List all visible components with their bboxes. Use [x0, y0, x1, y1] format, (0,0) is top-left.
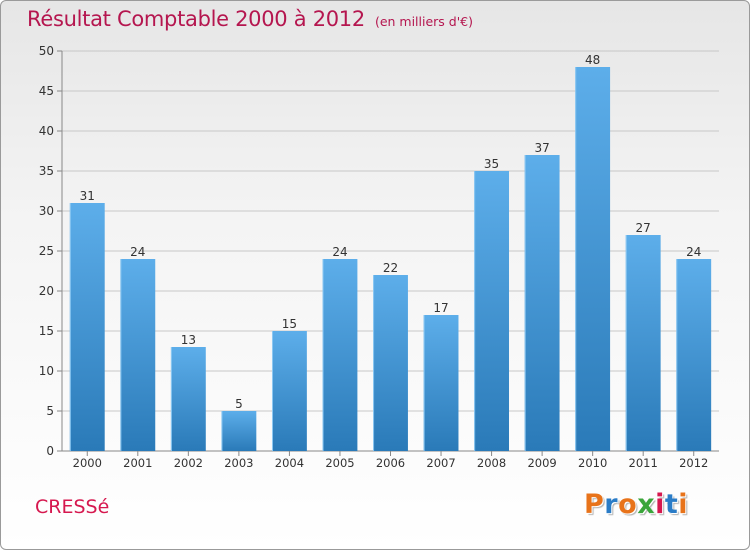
logo-letter: i: [655, 489, 665, 520]
axis-layer: 0 5 10 15 20 25 30 35 40 45 50 2000 2001 2002 2003 2004…: [39, 44, 719, 470]
bar: [676, 259, 712, 451]
bar-value-label: 31: [80, 189, 95, 203]
bar-value-label: 35: [484, 157, 499, 171]
bar-value-label: 24: [332, 245, 347, 259]
y-tick-label: 50: [39, 44, 54, 58]
y-tick-label: 35: [39, 164, 54, 178]
logo-letter: r: [604, 489, 619, 520]
y-tick-label: 30: [39, 204, 54, 218]
bar: [423, 315, 459, 451]
logo-letter: t: [664, 489, 679, 520]
bar-value-label: 24: [686, 245, 701, 259]
bar-value-label: 17: [433, 301, 448, 315]
x-tick-label: 2008: [477, 456, 506, 470]
y-tick-label: 15: [39, 324, 54, 338]
logo-letter: x: [637, 489, 656, 520]
bar: [120, 259, 156, 451]
bar: [170, 347, 206, 451]
bar: [373, 275, 408, 451]
bar-value-label: 27: [636, 221, 651, 235]
x-tick-label: 2006: [376, 456, 405, 470]
bar-value-label: 22: [383, 261, 398, 275]
commune-name: CRESSé: [35, 496, 110, 518]
x-tick-label: 2002: [174, 456, 203, 470]
y-tick-label: 5: [46, 404, 54, 418]
x-tick-label: 2000: [73, 456, 102, 470]
chart-title-text: Résultat Comptable 2000 à 2012: [27, 7, 365, 31]
x-tick-label: 2005: [325, 456, 354, 470]
logo-letter: P: [584, 489, 605, 520]
y-tick-label: 25: [39, 244, 54, 258]
x-tick-label: 2007: [426, 456, 455, 470]
bar-layer: 31 24 13 5 15 24 22 17 35 37 48 27 24: [69, 53, 712, 451]
x-tick-label: 2004: [275, 456, 304, 470]
bar-value-label: 15: [282, 317, 297, 331]
chart-title: Résultat Comptable 2000 à 2012 (en millie…: [27, 7, 473, 31]
bar-value-label: 37: [534, 141, 549, 155]
bar-value-label: 5: [235, 397, 243, 411]
bar: [322, 259, 358, 451]
bar: [575, 67, 611, 451]
bar-chart: 0 5 10 15 20 25 30 35 40 45 50 2000 2001 2002 2003 2004…: [39, 44, 719, 470]
bar-value-label: 24: [130, 245, 145, 259]
y-tick-label: 0: [46, 444, 54, 458]
bar: [221, 411, 257, 451]
x-tick-label: 2009: [527, 456, 556, 470]
logo-letter: o: [618, 489, 638, 520]
bar: [69, 203, 105, 451]
bar: [474, 171, 510, 451]
bar: [524, 155, 560, 451]
y-tick-label: 20: [39, 284, 54, 298]
proxiti-logo[interactable]: Proxiti: [584, 489, 688, 520]
bar: [271, 331, 307, 451]
x-tick-label: 2011: [629, 456, 658, 470]
chart-subtitle: (en milliers d'€): [374, 14, 473, 29]
y-tick-label: 40: [39, 124, 54, 138]
y-tick-label: 10: [39, 364, 54, 378]
bar-value-label: 48: [585, 53, 600, 67]
x-tick-label: 2003: [224, 456, 253, 470]
y-tick-label: 45: [39, 84, 54, 98]
bar: [625, 235, 661, 451]
x-tick-label: 2001: [123, 456, 152, 470]
logo-letter: i: [678, 489, 689, 520]
x-tick-label: 2010: [578, 456, 607, 470]
x-tick-label: 2012: [679, 456, 708, 470]
bar-value-label: 13: [181, 333, 196, 347]
